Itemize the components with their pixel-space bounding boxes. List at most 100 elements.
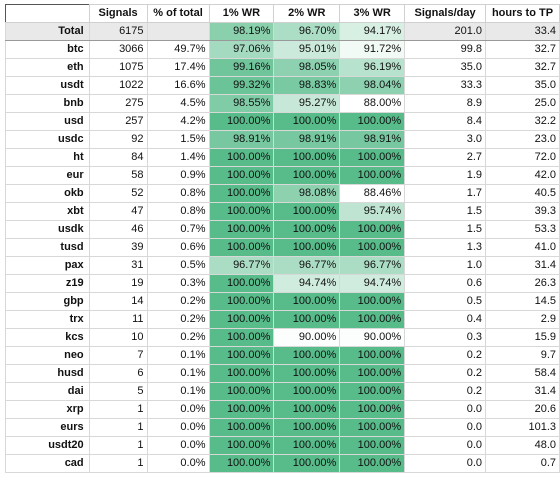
- cell-wr2: 100.00%: [273, 346, 341, 365]
- cell-hours-to-tp: 20.6: [485, 400, 560, 419]
- cell-signals: 19: [88, 274, 148, 293]
- cell-coin-name: xrp: [5, 400, 90, 419]
- cell-wr1: 99.32%: [208, 76, 275, 95]
- cell-signals: 58: [88, 166, 148, 185]
- cell-percent-of-total: 0.7%: [146, 220, 210, 239]
- cell-wr2: 100.00%: [273, 220, 341, 239]
- cell-coin-name: z19: [5, 274, 90, 293]
- cell-wr2: 100.00%: [273, 310, 341, 329]
- cell-signals-per-day: 1.7: [404, 184, 486, 203]
- cell-signals-per-day: 0.6: [404, 274, 486, 293]
- cell-wr3: 100.00%: [339, 400, 406, 419]
- cell-coin-name: kcs: [5, 328, 90, 347]
- cell-hours-to-tp: 53.3: [485, 220, 560, 239]
- cell-percent-of-total: 4.5%: [146, 94, 210, 113]
- cell-signals: 1: [88, 436, 148, 455]
- cell-coin-name: usdk: [5, 220, 90, 239]
- cell-wr3: 100.00%: [339, 346, 406, 365]
- cell-hours-to-tp: 40.5: [485, 184, 560, 203]
- cell-wr1: 100.00%: [208, 292, 275, 311]
- cell-percent-of-total: 0.9%: [146, 166, 210, 185]
- cell-signals: 1022: [88, 76, 148, 95]
- cell-signals-per-day: 35.0: [404, 58, 486, 77]
- cell-signals-per-day: 0.2: [404, 364, 486, 383]
- cell-percent-of-total: 17.4%: [146, 58, 210, 77]
- total-row: Total 6175 98.19% 96.70% 94.17% 201.0 33…: [5, 22, 560, 41]
- cell-signals: 1: [88, 454, 148, 473]
- win-rate-table-container: Signals % of total 1% WR 2% WR 3% WR Sig…: [5, 4, 560, 473]
- cell-wr3: 100.00%: [339, 418, 406, 437]
- table-row: eth 1075 17.4% 99.16% 98.05% 96.19% 35.0 32.7: [5, 58, 560, 77]
- cell-signals: 1075: [88, 58, 148, 77]
- cell-hours-to-tp: 9.7: [485, 346, 560, 365]
- cell-wr3: 100.00%: [339, 364, 406, 383]
- cell-coin-name: pax: [5, 256, 90, 275]
- cell-wr2: 100.00%: [273, 418, 341, 437]
- cell-wr3: 96.77%: [339, 256, 406, 275]
- cell-signals-per-day: 0.2: [404, 382, 486, 401]
- cell-wr3: 98.04%: [339, 76, 406, 95]
- cell-coin-name: cad: [5, 454, 90, 473]
- cell-wr2: 100.00%: [273, 400, 341, 419]
- cell-signals: 7: [88, 346, 148, 365]
- cell-wr3: 100.00%: [339, 436, 406, 455]
- cell-wr1: 100.00%: [208, 148, 275, 167]
- header-row: Signals % of total 1% WR 2% WR 3% WR Sig…: [5, 4, 560, 23]
- cell-wr3: 100.00%: [339, 220, 406, 239]
- table-row: kcs 10 0.2% 100.00% 90.00% 90.00% 0.3 15.9: [5, 328, 560, 347]
- cell-signals-per-day: 1.0: [404, 256, 486, 275]
- cell-hours-to-tp: 101.3: [485, 418, 560, 437]
- cell-signals-per-day: 8.9: [404, 94, 486, 113]
- cell-signals-per-day: 0.5: [404, 292, 486, 311]
- cell-percent-of-total: 0.0%: [146, 418, 210, 437]
- cell-percent-of-total: 0.1%: [146, 382, 210, 401]
- cell-hours-to-tp: 32.7: [485, 40, 560, 59]
- cell-signals: 11: [88, 310, 148, 329]
- cell-wr3: 94.74%: [339, 274, 406, 293]
- cell-wr2: 100.00%: [273, 148, 341, 167]
- cell-hours-to-tp: 23.0: [485, 130, 560, 149]
- cell-percent-of-total: 0.2%: [146, 292, 210, 311]
- cell-wr1: 100.00%: [208, 220, 275, 239]
- cell-wr1: 96.77%: [208, 256, 275, 275]
- cell-hours-to-tp: 14.5: [485, 292, 560, 311]
- cell-hours-to-tp: 39.3: [485, 202, 560, 221]
- table-row: tusd 39 0.6% 100.00% 100.00% 100.00% 1.3 41.0: [5, 238, 560, 257]
- cell-coin-name: bnb: [5, 94, 90, 113]
- cell-wr2: 98.05%: [273, 58, 341, 77]
- total-label: Total: [5, 22, 90, 41]
- cell-percent-of-total: 0.8%: [146, 202, 210, 221]
- table-row: husd 6 0.1% 100.00% 100.00% 100.00% 0.2 58.4: [5, 364, 560, 383]
- cell-wr2: 94.74%: [273, 274, 341, 293]
- cell-signals: 92: [88, 130, 148, 149]
- cell-percent-of-total: 4.2%: [146, 112, 210, 131]
- table-row: usd 257 4.2% 100.00% 100.00% 100.00% 8.4 32.2: [5, 112, 560, 131]
- cell-wr1: 100.00%: [208, 436, 275, 455]
- cell-wr1: 100.00%: [208, 238, 275, 257]
- cell-hours-to-tp: 48.0: [485, 436, 560, 455]
- total-signals: 6175: [88, 22, 148, 41]
- cell-coin-name: usdt20: [5, 436, 90, 455]
- total-signals-per-day: 201.0: [404, 22, 486, 41]
- header-percent-of-total: % of total: [146, 4, 210, 23]
- cell-signals: 10: [88, 328, 148, 347]
- cell-wr2: 100.00%: [273, 382, 341, 401]
- cell-coin-name: usdt: [5, 76, 90, 95]
- cell-wr2: 95.27%: [273, 94, 341, 113]
- cell-coin-name: usd: [5, 112, 90, 131]
- cell-wr2: 90.00%: [273, 328, 341, 347]
- cell-signals-per-day: 8.4: [404, 112, 486, 131]
- table-row: usdc 92 1.5% 98.91% 98.91% 98.91% 3.0 23.0: [5, 130, 560, 149]
- table-row: cad 1 0.0% 100.00% 100.00% 100.00% 0.0 0.7: [5, 454, 560, 473]
- cell-hours-to-tp: 15.9: [485, 328, 560, 347]
- cell-wr1: 97.06%: [208, 40, 275, 59]
- cell-percent-of-total: 1.4%: [146, 148, 210, 167]
- cell-coin-name: ht: [5, 148, 90, 167]
- cell-hours-to-tp: 72.0: [485, 148, 560, 167]
- cell-percent-of-total: 0.2%: [146, 328, 210, 347]
- cell-wr1: 100.00%: [208, 202, 275, 221]
- cell-wr1: 100.00%: [208, 454, 275, 473]
- cell-signals: 84: [88, 148, 148, 167]
- table-row: eurs 1 0.0% 100.00% 100.00% 100.00% 0.0 101.3: [5, 418, 560, 437]
- header-signals: Signals: [88, 4, 148, 23]
